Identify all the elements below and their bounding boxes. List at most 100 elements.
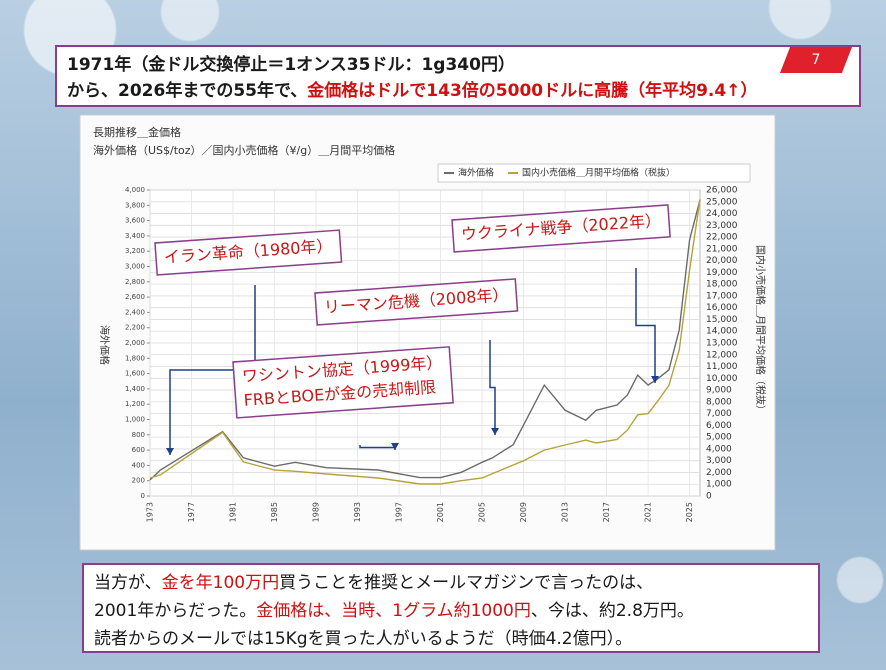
y2-tick-label: 18,000 — [706, 280, 738, 290]
y-tick-label: 800 — [132, 431, 145, 439]
headline-highlight: 金価格はドルで143倍の5000ドルに高騰（年平均9.4↑） — [307, 81, 758, 101]
chart-subtitle: 海外価格（US$/toz）／国内小売価格（¥/g）＿月間平均価格 — [93, 143, 395, 157]
y-axis-label: 海外価格 — [98, 325, 111, 365]
y2-tick-label: 5,000 — [706, 433, 732, 443]
arrow-head — [166, 448, 174, 455]
x-tick-label: 1973 — [146, 502, 155, 522]
y2-tick-label: 19,000 — [706, 268, 738, 278]
y-tick-label: 2,800 — [125, 278, 145, 286]
y2-tick-label: 21,000 — [706, 244, 738, 254]
footer-text: 買うことを推奨とメールマガジンで言ったのは、 — [279, 573, 654, 593]
y-tick-label: 3,800 — [125, 201, 145, 209]
arrow-head — [391, 443, 399, 450]
y2-tick-label: 14,000 — [706, 327, 738, 337]
y2-tick-label: 0 — [706, 492, 712, 502]
y-tick-label: 2,200 — [125, 324, 145, 332]
annotation: ワシントン協定（1999年）FRBとBOEが金の売却制限 — [232, 346, 454, 419]
y-tick-label: 2,400 — [125, 308, 145, 316]
x-tick-label: 1981 — [229, 502, 238, 522]
x-tick-label: 1989 — [312, 502, 321, 522]
x-tick-label: 1997 — [395, 502, 404, 522]
x-tick-label: 2021 — [644, 502, 653, 522]
chart-title: 長期推移＿金価格 — [93, 125, 181, 139]
annotation-arrow — [489, 340, 496, 435]
y2-axis-label: 国内小売価格＿月間平均価格（税抜） — [754, 245, 767, 415]
y-tick-label: 1,000 — [125, 416, 145, 424]
footer-text: 読者からのメールでは15Kgを買った人がいるようだ（時価4.2億円）。 — [94, 629, 633, 649]
y2-tick-label: 1,000 — [706, 480, 732, 490]
y2-tick-label: 23,000 — [706, 221, 738, 231]
x-tick-label: 1985 — [270, 502, 279, 522]
annotation-box — [154, 229, 343, 276]
y-tick-label: 1,800 — [125, 354, 145, 362]
y2-tick-label: 7,000 — [706, 409, 732, 419]
y2-tick-label: 10,000 — [706, 374, 738, 384]
legend-box — [437, 163, 751, 183]
y2-tick-label: 6,000 — [706, 421, 732, 431]
y-tick-label: 3,600 — [125, 217, 145, 225]
x-tick-label: 2009 — [519, 502, 528, 522]
y2-tick-label: 2,000 — [706, 468, 732, 478]
y2-tick-label: 16,000 — [706, 303, 738, 313]
annotation-arrow — [635, 268, 656, 383]
legend-label: 国内小売価格＿月間平均価格（税抜） — [522, 167, 675, 179]
y-tick-label: 0 — [141, 492, 145, 500]
y-tick-label: 1,400 — [125, 385, 145, 393]
footer-text: 当方が、 — [94, 573, 162, 593]
y2-tick-label: 22,000 — [706, 233, 738, 243]
x-tick-label: 1993 — [353, 502, 362, 522]
headline-line: から、2026年までの55年で、金価格はドルで143倍の5000ドルに高騰（年平… — [67, 78, 849, 104]
slide-number: 7 — [780, 47, 852, 73]
y2-tick-label: 9,000 — [706, 386, 732, 396]
y-tick-label: 3,400 — [125, 232, 145, 240]
series-line — [149, 199, 701, 485]
footer-line: 2001年からだった。金価格は、当時、1グラム約1000円、今は、約2.8万円。 — [94, 597, 808, 625]
x-tick-label: 2001 — [436, 502, 445, 522]
y-tick-label: 1,200 — [125, 400, 145, 408]
footer-line: 当方が、金を年100万円買うことを推奨とメールマガジンで言ったのは、 — [94, 569, 808, 597]
annotation: イラン革命（1980年） — [154, 229, 343, 276]
y2-tick-label: 13,000 — [706, 339, 738, 349]
legend: 海外価格 国内小売価格＿月間平均価格（税抜） — [437, 163, 751, 183]
y2-tick-label: 17,000 — [706, 291, 738, 301]
headline-text: 1971年（金ドル交換停止＝1オンス35ドル：1g340円） — [67, 55, 515, 75]
y2-tick-label: 8,000 — [706, 397, 732, 407]
y2-tick-label: 15,000 — [706, 315, 738, 325]
y-tick-label: 2,600 — [125, 293, 145, 301]
footer-box: 当方が、金を年100万円買うことを推奨とメールマガジンで言ったのは、 2001年… — [82, 563, 820, 653]
y2-tick-label: 11,000 — [706, 362, 738, 372]
y2-tick-label: 24,000 — [706, 209, 738, 219]
y2-tick-label: 4,000 — [706, 444, 732, 454]
y2-tick-label: 25,000 — [706, 197, 738, 207]
y2-tick-label: 26,000 — [706, 186, 738, 196]
y-tick-label: 600 — [132, 446, 145, 454]
footer-highlight: 金を年100万円 — [161, 573, 280, 593]
x-tick-label: 2005 — [478, 502, 487, 522]
y-tick-label: 1,600 — [125, 370, 145, 378]
annotation-box — [451, 204, 671, 253]
x-tick-label: 2017 — [602, 502, 611, 522]
annotation-arrow — [169, 285, 256, 455]
annotation: ウクライナ戦争（2022年） — [451, 204, 671, 253]
headline-text: から、2026年までの55年で、 — [67, 81, 308, 101]
arrow-head — [651, 376, 659, 383]
annotation-box — [314, 278, 519, 326]
annotation: リーマン危機（2008年） — [314, 278, 519, 326]
y-tick-label: 400 — [132, 461, 145, 469]
headline-box: 1971年（金ドル交換停止＝1オンス35ドル：1g340円） から、2026年ま… — [55, 45, 861, 107]
y-tick-label: 2,000 — [125, 339, 145, 347]
headline-line: 1971年（金ドル交換停止＝1オンス35ドル：1g340円） — [67, 52, 849, 78]
y2-tick-label: 12,000 — [706, 350, 738, 360]
series-line — [149, 199, 701, 481]
footer-text: 、今は、約2.8万円。 — [530, 601, 694, 621]
footer-line: 読者からのメールでは15Kgを買った人がいるようだ（時価4.2億円）。 — [94, 625, 808, 653]
y-tick-label: 3,200 — [125, 247, 145, 255]
y-tick-label: 200 — [132, 477, 145, 485]
x-tick-label: 2025 — [685, 502, 694, 522]
y-tick-label: 3,000 — [125, 263, 145, 271]
footer-highlight: 金価格は、当時、1グラム約1000円 — [256, 601, 531, 621]
x-tick-label: 2013 — [561, 502, 570, 522]
footer-text: 2001年からだった。 — [94, 601, 257, 621]
